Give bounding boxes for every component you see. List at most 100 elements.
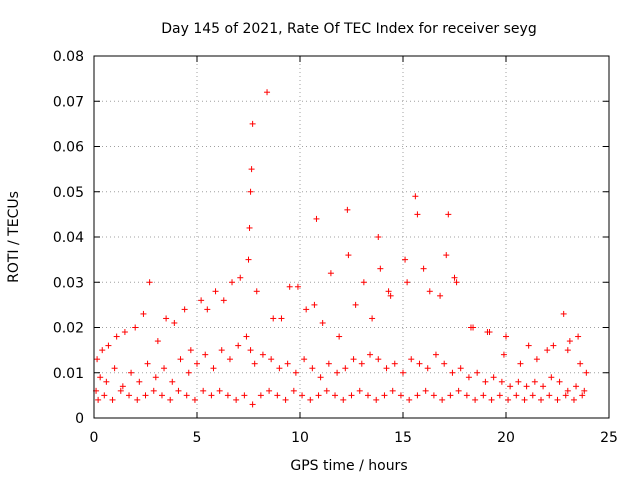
x-tick-label: 15 <box>394 430 412 446</box>
data-point <box>358 360 365 367</box>
data-point <box>560 310 567 317</box>
data-point <box>146 279 153 286</box>
data-point <box>430 392 437 399</box>
data-point <box>307 396 314 403</box>
data-point <box>121 329 128 336</box>
data-point <box>198 297 205 304</box>
data-point <box>94 356 101 363</box>
data-point <box>282 396 289 403</box>
data-point <box>457 365 464 372</box>
data-point <box>204 306 211 313</box>
data-point <box>375 234 382 240</box>
data-point <box>441 360 448 367</box>
data-point <box>432 351 439 358</box>
data-point <box>470 324 477 331</box>
data-point <box>389 387 396 394</box>
data-point <box>152 374 159 381</box>
data-point <box>513 392 520 399</box>
data-point <box>226 356 233 363</box>
data-point <box>453 279 460 286</box>
data-point <box>525 342 532 349</box>
data-point <box>406 396 413 403</box>
data-point <box>259 351 266 358</box>
data-point <box>247 347 254 354</box>
data-point <box>550 342 557 349</box>
data-point <box>224 392 231 399</box>
data-point <box>161 365 168 372</box>
data-point <box>95 396 102 403</box>
data-point <box>348 392 355 399</box>
data-point <box>249 120 256 127</box>
data-point <box>566 338 573 345</box>
data-point <box>183 392 190 399</box>
data-point <box>101 392 108 399</box>
data-point <box>248 166 255 173</box>
data-point <box>472 396 479 403</box>
data-point <box>437 292 444 299</box>
data-point <box>484 329 491 336</box>
data-point <box>373 396 380 403</box>
data-point <box>397 392 404 399</box>
data-point <box>229 279 236 286</box>
data-point <box>426 288 433 295</box>
data-point <box>332 392 339 399</box>
data-point <box>325 360 332 367</box>
data-point <box>309 365 316 372</box>
data-point <box>570 396 577 403</box>
y-axis-label: ROTI / TECUs <box>6 191 22 283</box>
data-point <box>323 387 330 394</box>
data-point <box>243 333 250 340</box>
data-point <box>344 206 351 213</box>
data-point <box>449 369 456 376</box>
data-point <box>315 392 322 399</box>
data-point <box>301 356 308 363</box>
data-point <box>575 333 582 340</box>
data-point <box>171 319 178 326</box>
data-point <box>356 387 363 394</box>
data-point <box>154 338 161 345</box>
data-point <box>482 378 489 385</box>
data-point <box>276 365 283 372</box>
data-point <box>167 396 174 403</box>
data-point <box>562 392 569 399</box>
data-point <box>414 211 421 218</box>
data-point <box>490 374 497 381</box>
data-point <box>564 387 571 394</box>
data-point <box>292 369 299 376</box>
data-point <box>400 369 406 376</box>
data-point <box>573 383 580 390</box>
data-point <box>480 392 487 399</box>
data-point <box>249 401 256 408</box>
data-point <box>416 360 423 367</box>
data-point <box>375 356 382 363</box>
data-point <box>364 392 371 399</box>
y-tick-label: 0.05 <box>53 185 84 201</box>
data-point <box>412 193 419 200</box>
data-point <box>529 392 536 399</box>
data-point <box>546 392 553 399</box>
data-point <box>447 392 454 399</box>
y-tick-label: 0.07 <box>53 94 84 110</box>
data-point <box>443 252 450 259</box>
data-point <box>345 252 352 259</box>
data-point <box>286 283 293 290</box>
data-point <box>507 383 514 390</box>
data-point <box>274 392 281 399</box>
data-point <box>523 383 530 390</box>
data-point <box>533 356 540 363</box>
data-point <box>564 347 571 354</box>
data-point <box>465 374 472 381</box>
data-point <box>185 369 192 376</box>
data-point <box>105 342 112 349</box>
y-tick-label: 0.01 <box>53 366 84 382</box>
data-point <box>498 378 505 385</box>
data-point <box>424 365 431 372</box>
data-point <box>97 374 104 381</box>
data-point <box>294 283 301 290</box>
y-tick-label: 0.08 <box>53 49 84 65</box>
data-point <box>383 365 390 372</box>
data-point <box>109 396 116 403</box>
data-point <box>126 392 133 399</box>
x-tick-label: 10 <box>291 430 309 446</box>
